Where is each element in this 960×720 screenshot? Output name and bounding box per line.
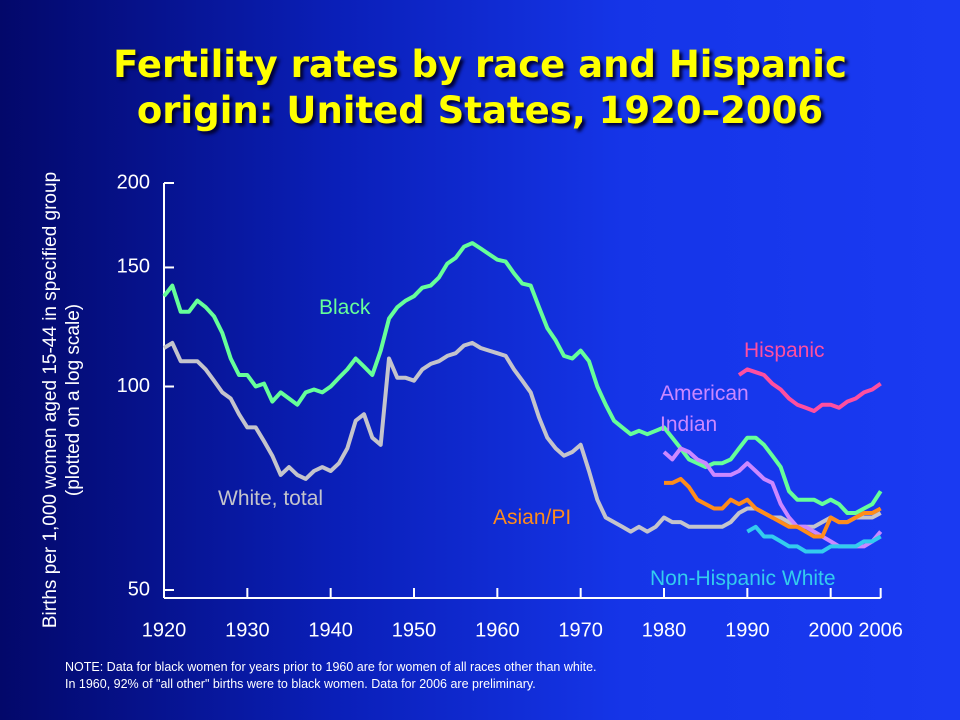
note: NOTE: Data for black women for years pri…	[65, 659, 597, 693]
x-tick-label: 1990	[725, 619, 770, 641]
x-tick-label: 1970	[558, 619, 603, 641]
series-line	[162, 241, 883, 515]
x-tick-label: 1930	[225, 619, 270, 641]
x-tick-label: 1920	[142, 619, 187, 641]
note-line: NOTE: Data for black women for years pri…	[65, 660, 597, 674]
x-tick-label: 1960	[475, 619, 520, 641]
y-tick-label: 100	[117, 375, 150, 397]
x-tick-label: 2006	[858, 619, 903, 641]
y-tick-label: 200	[117, 171, 150, 193]
y-tick-label: 150	[117, 256, 150, 278]
y-tick-label: 50	[128, 578, 150, 600]
chart-title: Fertility rates by race and Hispanic ori…	[0, 42, 960, 134]
x-tick-label: 1950	[392, 619, 437, 641]
series-label: American Indian	[660, 382, 749, 436]
series-label: Hispanic	[744, 339, 825, 362]
chart-title-text: Fertility rates by race and Hispanic ori…	[113, 43, 847, 132]
series-label: Black	[319, 296, 371, 319]
series-line	[746, 524, 882, 554]
series-line	[664, 476, 882, 539]
x-tick-label: 1980	[642, 619, 687, 641]
x-tick-label: 2000	[808, 619, 853, 641]
series-label: White, total	[218, 487, 324, 510]
x-tick-label: 1940	[308, 619, 353, 641]
series-label: Asian/PI	[493, 506, 572, 529]
series-line	[737, 367, 882, 413]
series-label: Non-Hispanic White	[650, 567, 836, 590]
note-line: In 1960, 92% of "all other" births were …	[65, 677, 536, 691]
